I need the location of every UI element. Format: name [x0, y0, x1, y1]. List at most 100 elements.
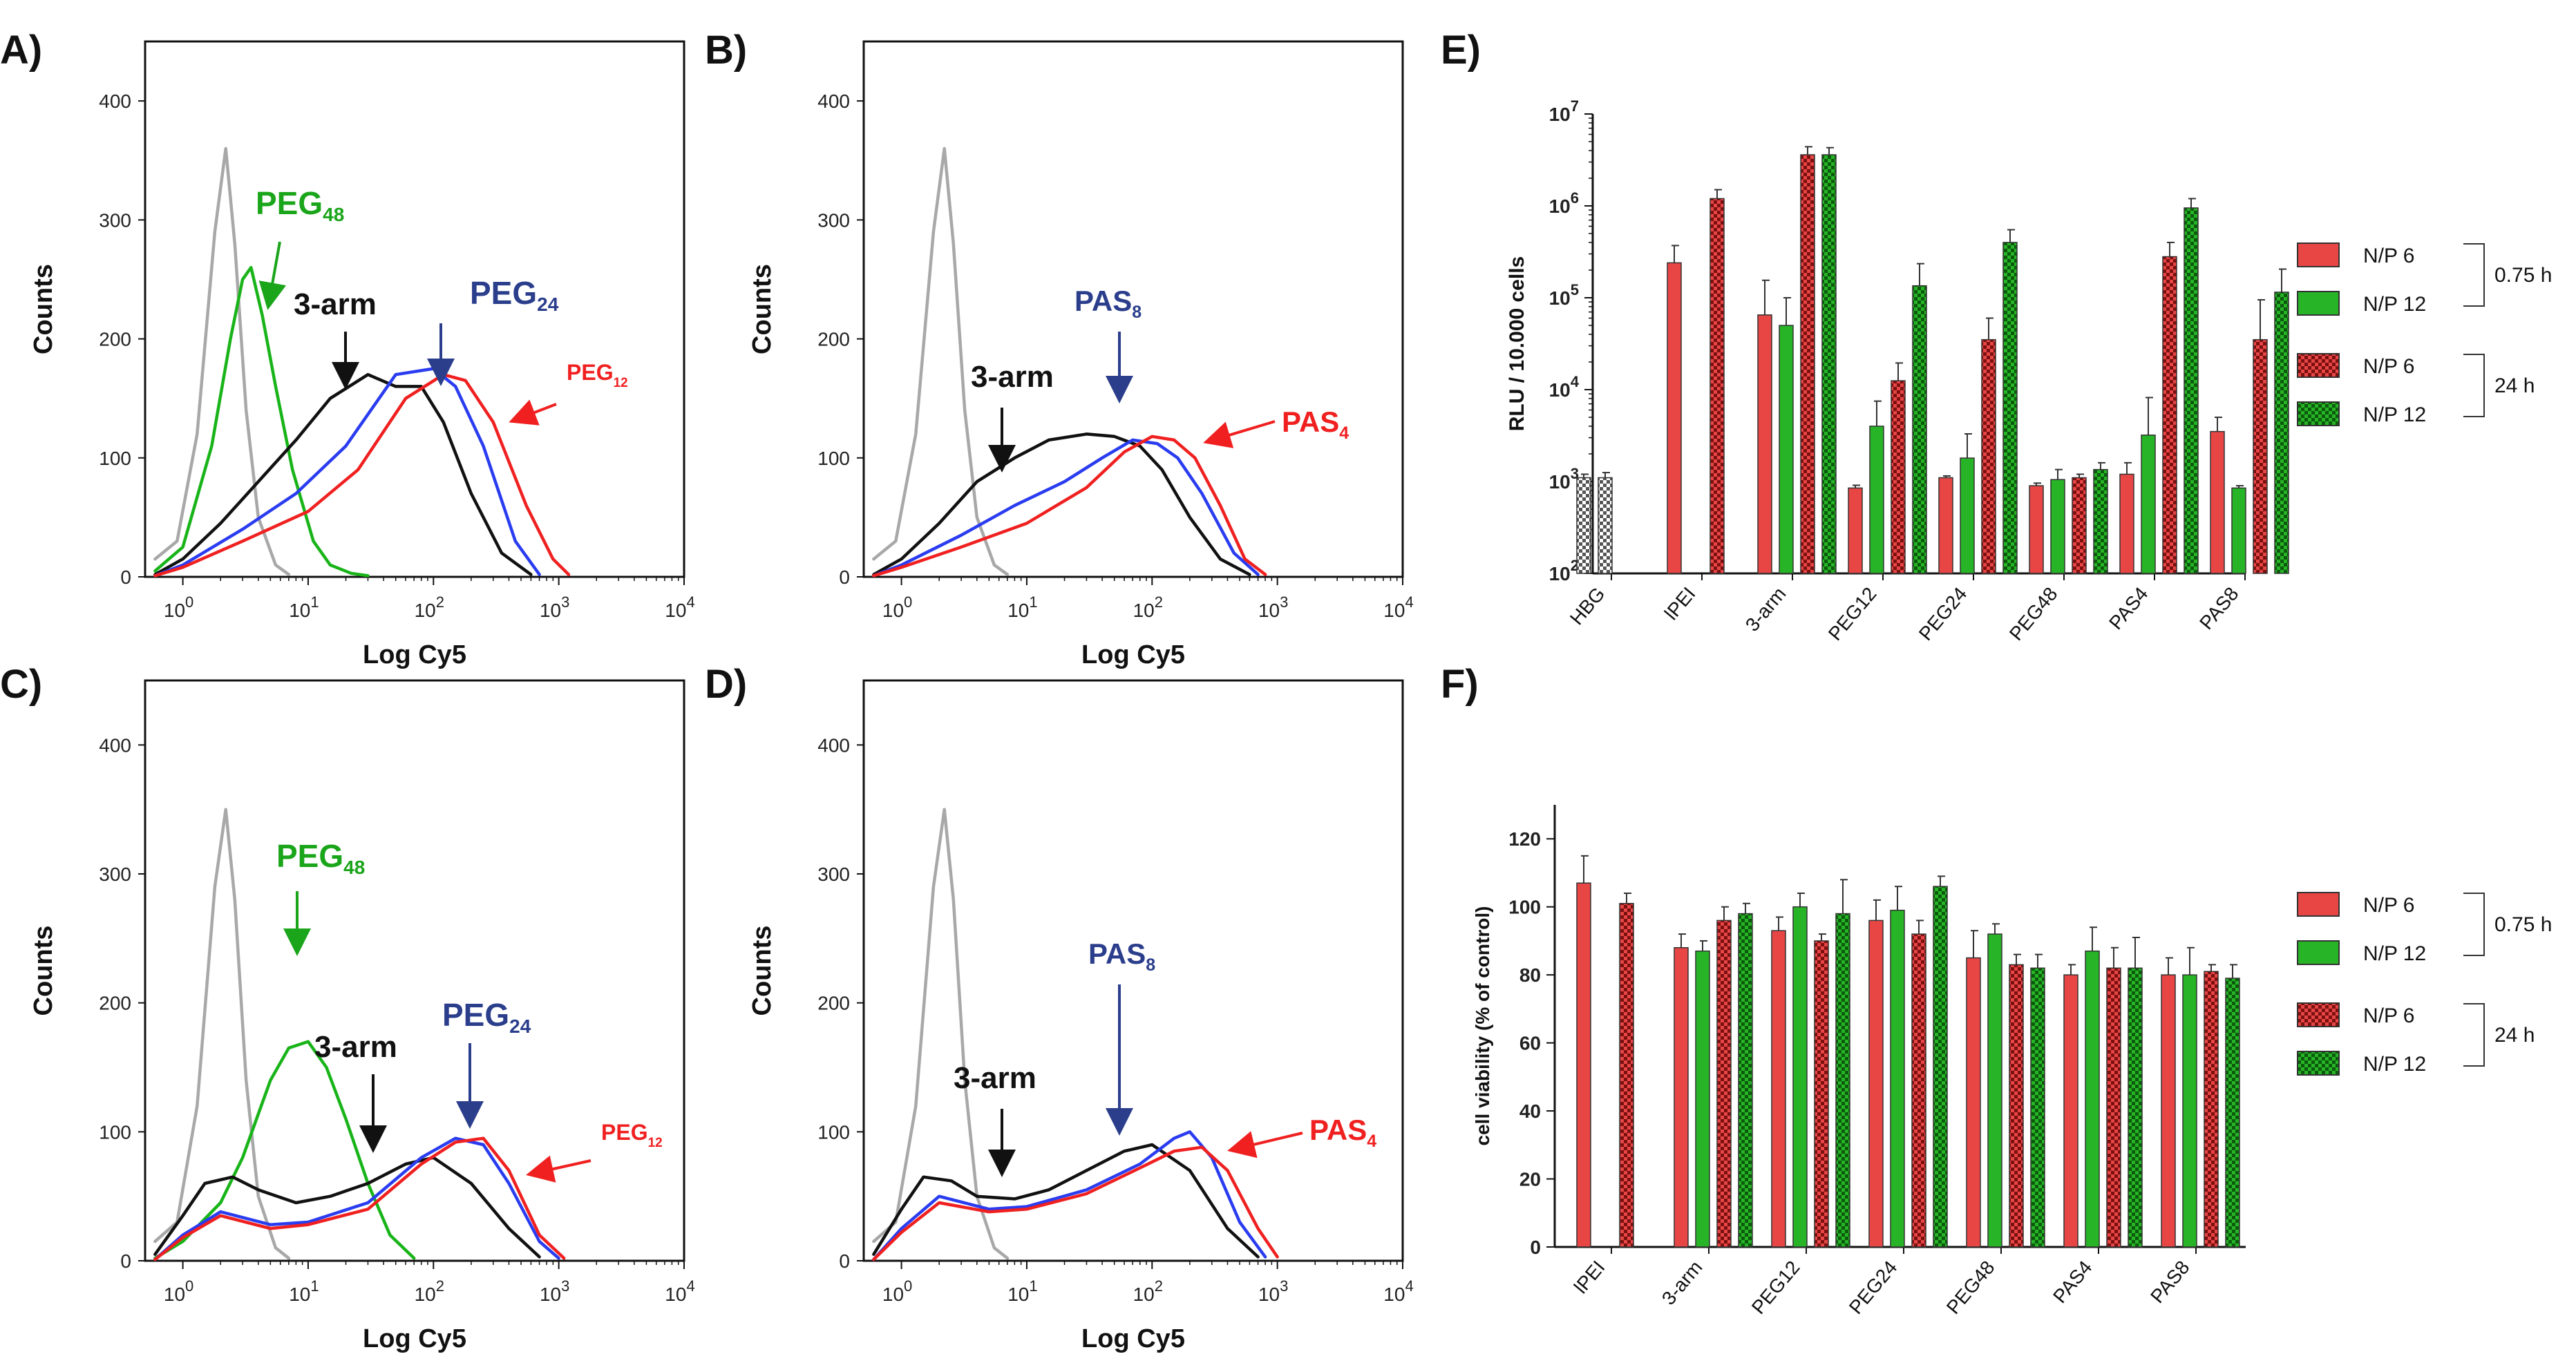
- annotation-subscript: 48: [323, 204, 344, 225]
- y-tick-label: 300: [817, 864, 850, 885]
- annotation-label: PAS4: [1282, 406, 1349, 443]
- x-tick-exp: 1: [310, 1277, 319, 1295]
- y-tick-label: 105: [1549, 281, 1579, 309]
- histogram-line-3-arm: [153, 1156, 541, 1259]
- x-tick-base: 10: [1258, 1284, 1280, 1305]
- x-tick-label: 102: [1133, 593, 1163, 621]
- annotation-subscript: 8: [1146, 955, 1155, 975]
- annotation-text: PEG: [601, 1120, 648, 1145]
- category-label: PAS4: [2105, 583, 2152, 633]
- legend-label: N/P 6: [2363, 894, 2415, 917]
- y-axis-title: Counts: [748, 926, 777, 1016]
- bar: [1792, 906, 1808, 1248]
- bar: [2184, 207, 2199, 574]
- y-tick-label: 0: [120, 566, 131, 588]
- x-axis-title: Log Cy5: [1081, 640, 1185, 669]
- bar: [1835, 913, 1850, 1248]
- x-tick-label: 100: [164, 1277, 193, 1305]
- x-tick-exp: 3: [561, 593, 569, 611]
- y-tick-label: 200: [817, 329, 850, 350]
- bar: [1814, 940, 1829, 1248]
- annotation-label: PEG48: [276, 838, 365, 878]
- bar: [2253, 339, 2268, 574]
- histogram-line-control: [153, 808, 291, 1260]
- y-tick-label: 300: [99, 209, 131, 231]
- bar: [1716, 920, 1732, 1248]
- y-tick-exp: 5: [1571, 281, 1579, 298]
- x-tick-exp: 0: [185, 593, 193, 611]
- category-label: HBG: [1566, 583, 1609, 629]
- histogram-series-d: [872, 808, 1279, 1261]
- annotation-text: PAS: [1282, 406, 1339, 438]
- x-tick-exp: 0: [904, 593, 912, 611]
- histogram-line-pas8: [872, 1130, 1267, 1261]
- x-tick-label: 103: [1258, 1277, 1288, 1305]
- x-tick-base: 10: [540, 1284, 561, 1305]
- y-tick-label: 100: [1508, 897, 1541, 918]
- category-label: PEG24: [1845, 1257, 1902, 1318]
- y-tick-label: 20: [1519, 1169, 1541, 1190]
- bar: [1960, 457, 1975, 574]
- histogram-line-control: [153, 146, 291, 576]
- bar: [2128, 967, 2143, 1248]
- x-tick-exp: 0: [185, 1277, 193, 1295]
- bar: [2029, 485, 2044, 574]
- x-tick-label: 103: [540, 593, 569, 621]
- x-tick-base: 10: [540, 600, 561, 621]
- annotation-label: PEG12: [567, 360, 628, 390]
- category-label: PEG48: [1942, 1257, 1999, 1318]
- legend-swatch: [2297, 940, 2340, 965]
- y-tick-label: 107: [1549, 97, 1579, 125]
- category-label: PEG12: [1824, 583, 1881, 645]
- bar-series-f: [1576, 855, 2240, 1248]
- annotation-label: PAS8: [1074, 285, 1142, 322]
- bar: [2274, 292, 2289, 574]
- legend-bracket: [2463, 243, 2485, 307]
- x-tick-exp: 0: [904, 1277, 912, 1295]
- annotation-label: PEG12: [601, 1120, 663, 1150]
- annotation-text: PAS: [1088, 937, 1146, 970]
- y-tick-label: 200: [817, 993, 850, 1014]
- x-tick-exp: 1: [1029, 1277, 1037, 1295]
- x-tick-exp: 3: [561, 1277, 569, 1295]
- bar: [1779, 325, 1794, 574]
- category-label: 3-arm: [1741, 583, 1790, 636]
- bar: [1576, 882, 1591, 1248]
- y-tick-label: 40: [1519, 1101, 1541, 1122]
- annotation-subscript: 8: [1132, 303, 1142, 322]
- x-tick-base: 10: [1133, 600, 1155, 621]
- x-tick-label: 104: [665, 593, 694, 621]
- histogram-line-control: [872, 146, 1010, 576]
- legend-swatch: [2297, 1002, 2340, 1027]
- x-tick-label: 104: [665, 1277, 694, 1305]
- y-tick-label: 80: [1519, 964, 1541, 986]
- bar: [1966, 957, 1981, 1248]
- bar: [1598, 477, 1613, 574]
- bar: [2106, 967, 2121, 1248]
- x-tick-label: 103: [1258, 593, 1288, 621]
- legend-swatch: [2297, 401, 2340, 426]
- legend-swatch: [2297, 291, 2340, 316]
- annotation-subscript: 12: [648, 1136, 663, 1150]
- histogram-line-3-arm: [872, 432, 1251, 576]
- y-tick-label: 120: [1508, 828, 1541, 850]
- x-tick-base: 10: [1383, 1284, 1405, 1305]
- annotation-subscript: 48: [343, 857, 365, 878]
- y-tick-label: 102: [1549, 557, 1579, 584]
- legend-group-label: 24 h: [2494, 374, 2535, 397]
- x-tick-exp: 3: [1280, 593, 1288, 611]
- annotation-label: PEG24: [442, 997, 531, 1037]
- x-tick-label: 101: [1007, 1277, 1037, 1305]
- y-axis-title: RLU / 10.000 cells: [1506, 256, 1528, 431]
- x-tick-base: 10: [882, 600, 904, 621]
- x-tick-label: 100: [882, 593, 912, 621]
- y-tick-label: 104: [1549, 373, 1580, 401]
- annotation-label: 3-arm: [954, 1061, 1036, 1095]
- bar: [2085, 950, 2100, 1248]
